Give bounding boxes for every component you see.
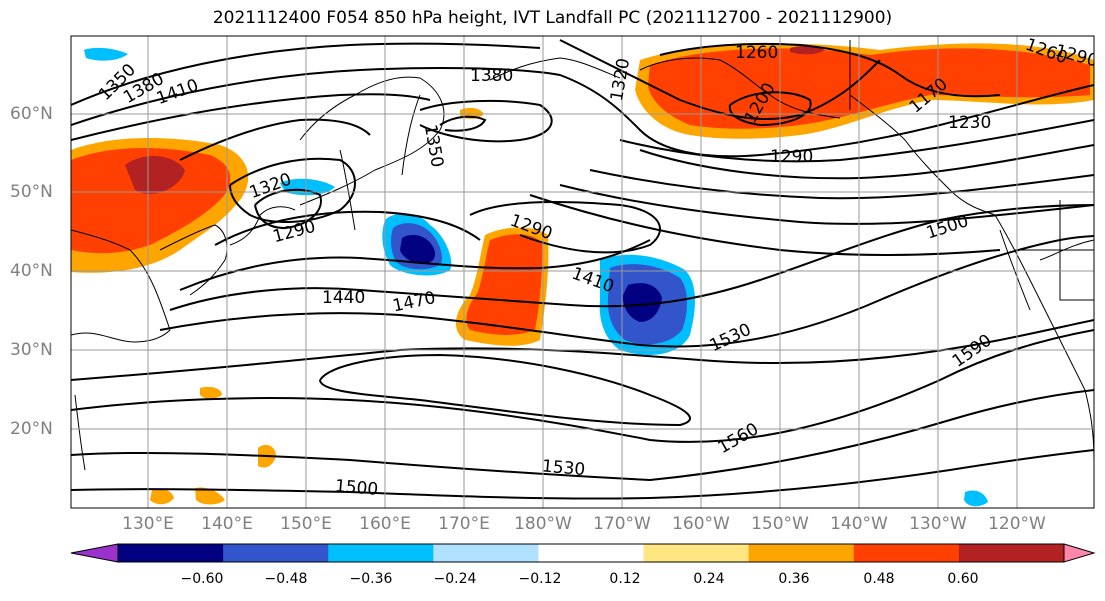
contour-label: 1440 — [322, 288, 365, 308]
latitude-label: 40°N — [10, 261, 53, 281]
colorbar-tick: −0.48 — [264, 571, 308, 587]
colorbar-tick: −0.60 — [180, 571, 224, 587]
map-title: 2021112400 F054 850 hPa height, IVT Land… — [212, 8, 893, 28]
colorbar-tick: 0.24 — [693, 571, 725, 587]
colorbar-tick: −0.24 — [433, 571, 477, 587]
contour-label: 1230 — [948, 113, 991, 133]
longitude-label: 140°E — [201, 514, 253, 534]
map-frame — [70, 35, 1095, 509]
contour-label: 1530 — [541, 456, 586, 480]
colorbar-tick: −0.36 — [349, 571, 393, 587]
longitude-label: 170°W — [593, 514, 651, 534]
longitude-label: 160°W — [672, 514, 730, 534]
contour-label: 1500 — [334, 476, 379, 500]
latitude-label: 50°N — [10, 182, 53, 202]
contour-label: 1380 — [470, 66, 513, 86]
graticule — [71, 36, 1094, 508]
longitude-label: 130°E — [122, 514, 174, 534]
colorbar-tick: 0.48 — [863, 571, 895, 587]
height-contours — [71, 39, 1094, 500]
colorbar-tick: −0.12 — [518, 571, 562, 587]
longitude-label: 120°W — [988, 514, 1046, 534]
longitude-label: 170°E — [438, 514, 490, 534]
colorbar-tick: 0.12 — [609, 571, 641, 587]
latitude-label: 20°N — [10, 419, 53, 439]
longitude-label: 130°W — [909, 514, 967, 534]
longitude-label: 150°W — [751, 514, 809, 534]
contour-label: 1290 — [770, 147, 813, 167]
colorbar-tick: 0.60 — [947, 571, 979, 587]
colorbar-tick: 0.36 — [778, 571, 810, 587]
latitude-label: 60°N — [10, 104, 53, 124]
latitude-label: 30°N — [10, 340, 53, 360]
contour-label: 1260 — [735, 43, 778, 63]
longitude-label: 140°W — [830, 514, 888, 534]
longitude-label: 180°W — [514, 514, 572, 534]
longitude-label: 150°E — [280, 514, 332, 534]
longitude-label: 160°E — [359, 514, 411, 534]
